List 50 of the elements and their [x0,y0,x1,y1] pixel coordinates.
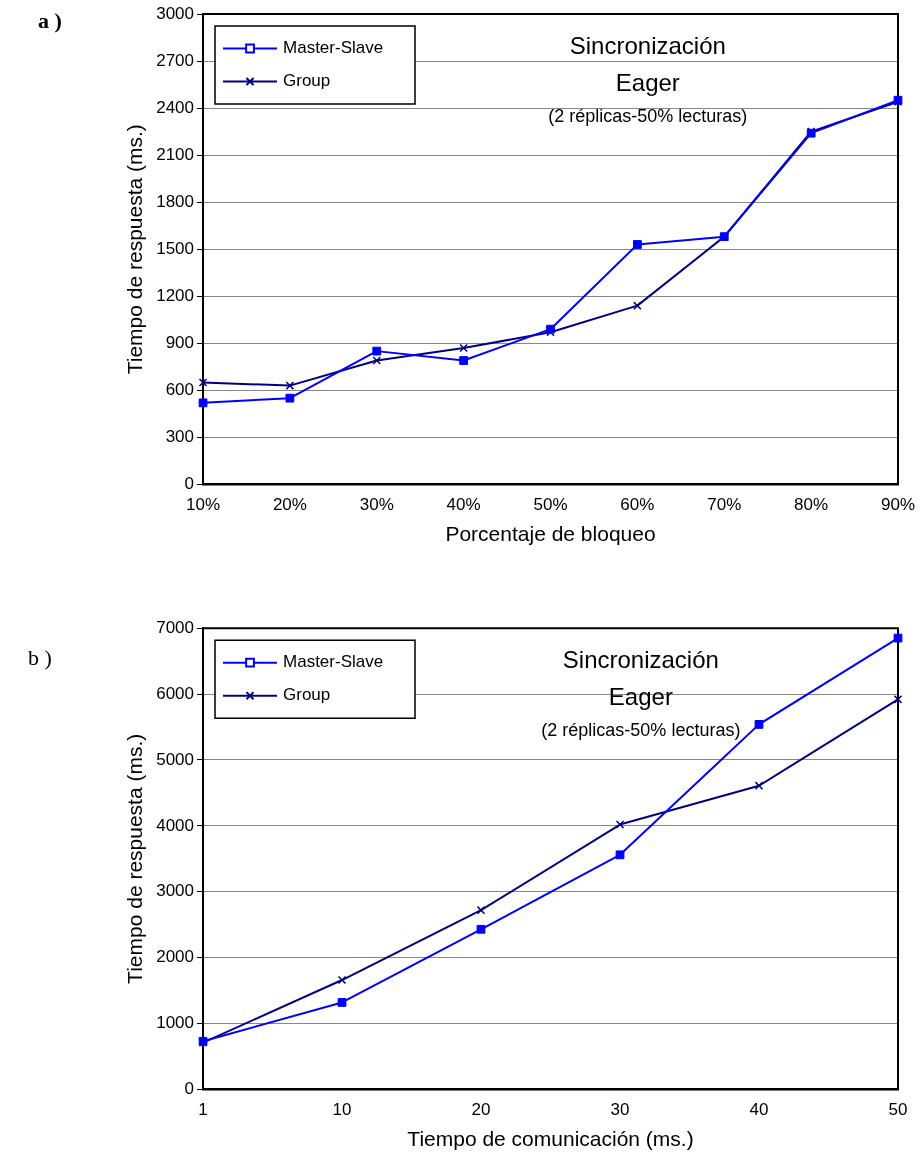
y-tick-label: 1800 [156,191,195,211]
y-tick-label: 1200 [156,285,195,305]
y-tick-label: 5000 [156,749,195,769]
x-tick-label: 50% [533,495,568,515]
y-tick-label: 2700 [156,50,195,70]
legend-label: Master-Slave [283,38,384,58]
legend-label: Master-Slave [283,652,384,672]
x-tick-label: 1 [198,1100,208,1120]
y-tick-label: 7000 [156,617,195,637]
x-tick-label: 20 [471,1100,491,1120]
x-tick-label: 70% [707,495,742,515]
y-tick-label: 300 [165,427,195,447]
annotation: Sincronización [569,31,726,59]
text: b ) [28,645,52,671]
y-tick-label: 1000 [156,1013,195,1033]
annotation: (2 réplicas-50% lecturas) [548,105,748,126]
x-axis-title: Tiempo de comunicación (ms.) [407,1127,694,1151]
annotation: (2 réplicas-50% lecturas) [541,720,741,741]
x-tick-label: 40 [749,1100,769,1120]
x-tick-label: 10 [332,1100,352,1120]
y-tick-label: 0 [184,1079,195,1099]
y-axis-title: Tiempo de respuesta (ms.) [123,124,147,375]
y-tick-label: 2400 [156,97,195,117]
y-tick-label: 4000 [156,815,195,835]
y-tick-label: 3000 [156,881,195,901]
annotation: Sincronización [562,645,719,673]
x-tick-label: 60% [620,495,655,515]
annotation: Eager [608,682,673,710]
legend-label: Group [283,71,331,91]
x-axis-title: Porcentaje de bloqueo [445,522,656,546]
y-tick-label: 1500 [156,238,195,258]
y-tick-label: 2000 [156,947,195,967]
y-tick-label: 6000 [156,683,195,703]
x-tick-label: 30 [610,1100,630,1120]
y-tick-label: 0 [184,474,195,494]
x-tick-label: 90% [880,495,916,515]
y-tick-label: 3000 [156,3,195,23]
x-tick-label: 50 [888,1100,908,1120]
y-tick-label: 900 [165,332,195,352]
x-tick-label: 80% [794,495,829,515]
x-tick-label: 30% [359,495,394,515]
x-tick-label: 10% [186,495,221,515]
text: a ) [38,8,62,34]
y-axis-title: Tiempo de respuesta (ms.) [123,733,147,984]
legend-label: Group [283,685,331,705]
y-tick-label: 600 [165,380,195,400]
y-tick-label: 2100 [156,144,195,164]
annotation: Eager [615,68,680,96]
x-tick-label: 20% [272,495,307,515]
x-tick-label: 40% [446,495,481,515]
